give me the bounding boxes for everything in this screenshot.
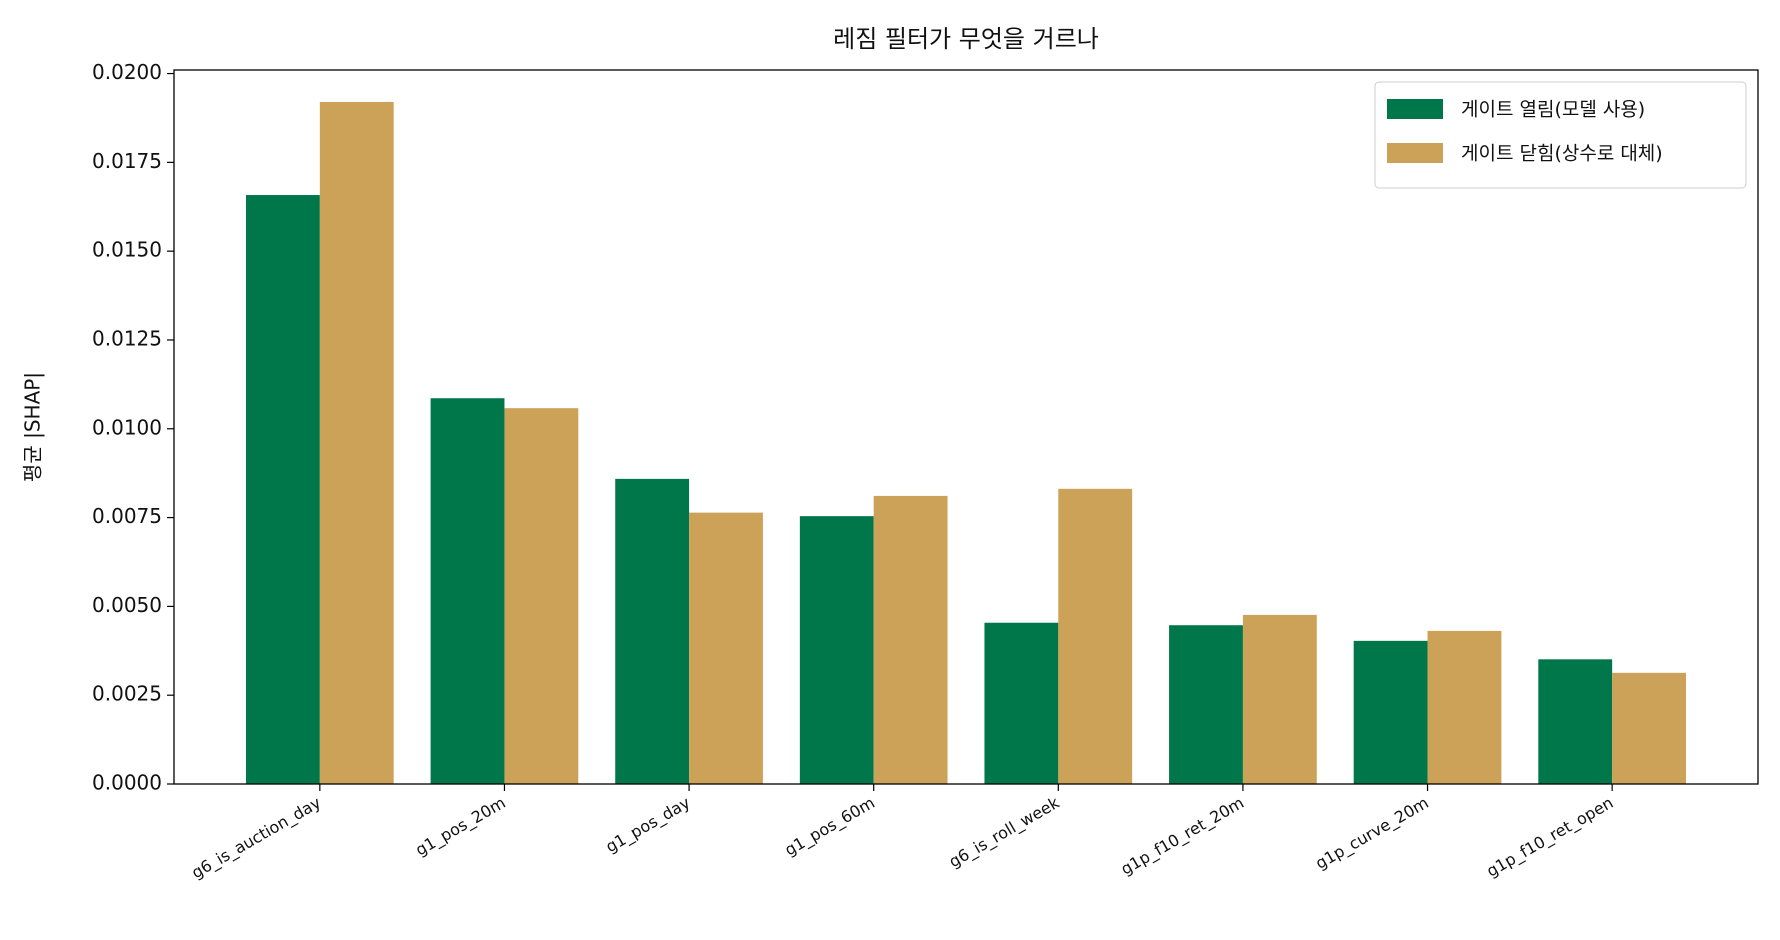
y-tick-label: 0.0200 [92, 60, 162, 84]
y-axis-label: 평균 |SHAP| [21, 372, 45, 482]
bar [873, 495, 948, 784]
y-tick-label: 0.0100 [92, 415, 162, 439]
y-tick-label: 0.0150 [92, 238, 162, 262]
x-tick-label: g1p_f10_ret_20m [1117, 793, 1247, 880]
y-tick-label: 0.0050 [92, 593, 162, 617]
legend-swatch [1387, 143, 1443, 163]
y-tick-label: 0.0125 [92, 326, 162, 350]
legend-swatch [1387, 99, 1443, 119]
y-tick-label: 0.0025 [92, 682, 162, 706]
legend: 게이트 열림(모델 사용) 게이트 닫힘(상수로 대체) [1374, 81, 1747, 189]
bar [1427, 630, 1502, 784]
bar [799, 516, 874, 784]
x-tick-label: g1_pos_60m [781, 793, 878, 861]
y-tick-label: 0.0075 [92, 504, 162, 528]
x-tick-label: g1p_curve_20m [1312, 793, 1432, 874]
x-tick-label: g6_is_roll_week [946, 793, 1064, 873]
bar [1612, 672, 1686, 784]
x-tick-label: g1p_f10_ret_open [1483, 793, 1617, 882]
x-tick-label: g6_is_auction_day [188, 793, 324, 883]
y-tick-label: 0.0000 [92, 771, 162, 795]
bar [615, 478, 690, 784]
y-tick-label: 0.0175 [92, 149, 162, 173]
bar [246, 195, 320, 784]
bar [689, 512, 763, 784]
bar [1058, 488, 1133, 784]
bar [1353, 640, 1428, 784]
bar [319, 101, 394, 784]
axes-frame [173, 69, 1759, 785]
bar [984, 622, 1059, 784]
bar [1242, 614, 1317, 784]
legend-label: 게이트 열림(모델 사용) [1461, 99, 1645, 121]
bar [504, 408, 579, 784]
bar [1169, 625, 1243, 784]
chart-title: 레짐 필터가 무엇을 거르나 [833, 25, 1099, 53]
legend-box [1374, 81, 1747, 189]
x-tick-label: g1_pos_day [602, 793, 693, 857]
legend-label: 게이트 닫힘(상수로 대체) [1461, 143, 1663, 165]
x-tick-label: g1_pos_20m [412, 793, 509, 861]
bar [430, 398, 505, 784]
bar [1538, 659, 1613, 784]
